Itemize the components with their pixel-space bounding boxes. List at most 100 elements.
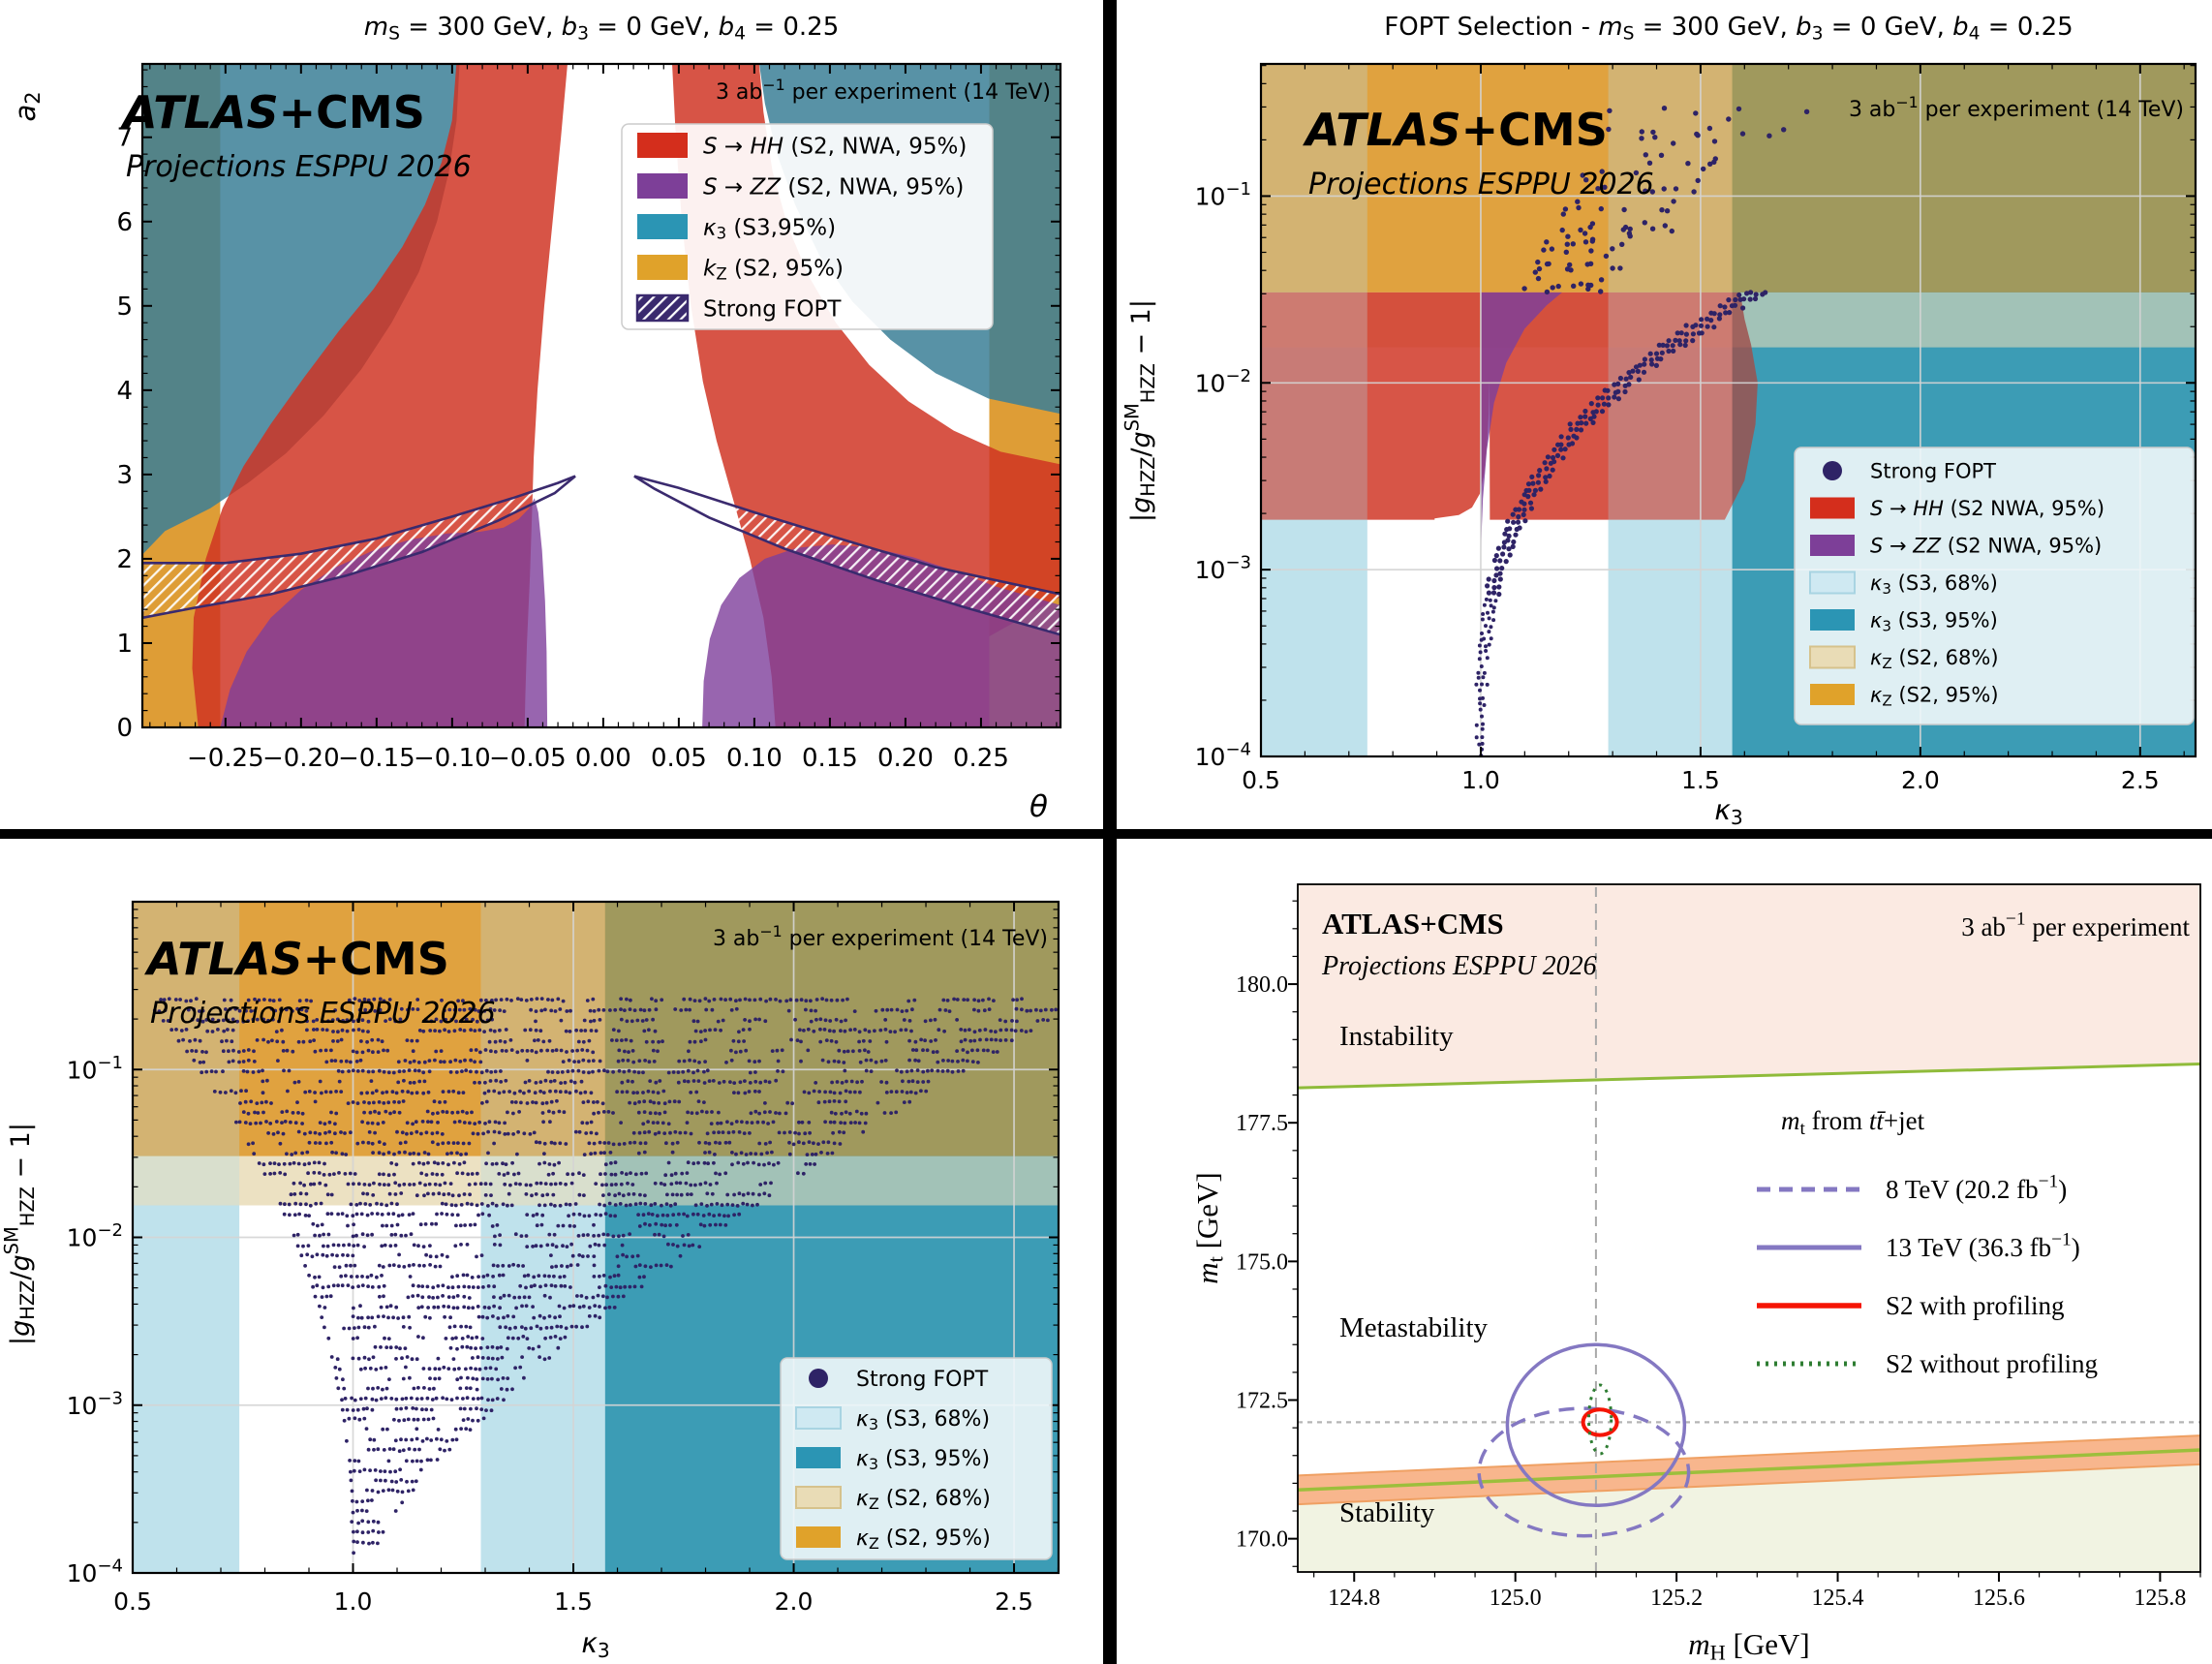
x-axis-label: κ3 (1714, 794, 1742, 829)
x-tick-label: −0.10 (414, 744, 491, 773)
y-axis-label: a2 (9, 91, 45, 121)
x-tick-label: 0.05 (651, 744, 707, 773)
lumi-label: 3 ab−1 per experiment (14 TeV) (716, 76, 1051, 105)
x-tick-label: 2.5 (995, 1587, 1033, 1616)
x-axis-label: θ (1029, 789, 1048, 824)
line-stability-boundary (1298, 1448, 2200, 1493)
region-shh (1261, 292, 1758, 520)
y-tick-label: 10−2 (1195, 366, 1251, 398)
region-kz-95 (133, 902, 1059, 1156)
chart-bottom-left: 0.5 1.0 1.5 2.0 2.5 10−1 10−2 10−3 10−4 ATLAS+CMS… (1, 900, 1060, 1662)
x-tick-label: 0.20 (877, 744, 934, 773)
legend-swatch (1810, 609, 1855, 631)
legend-swatch (795, 1486, 842, 1509)
x-tick-label: −0.15 (338, 744, 415, 773)
x-tick-label: 125.6 (1973, 1586, 2025, 1611)
projections-label: Projections ESPPU 2026 (1308, 168, 1654, 201)
line-instability-boundary (1298, 1063, 2200, 1090)
y-tick-label: 4 (116, 377, 133, 406)
x-tick-label: 125.2 (1650, 1586, 1703, 1611)
x-tick-label: −0.05 (489, 744, 567, 773)
x-tick-label: 0.10 (726, 744, 783, 773)
x-tick-label: 2.0 (775, 1587, 814, 1616)
x-tick-label: 124.8 (1328, 1586, 1380, 1611)
y-tick-label: 10−3 (67, 1388, 123, 1420)
legend-label: Strong FOPT (1870, 460, 1996, 483)
lumi-label: 3 ab−1 per experiment (1961, 909, 2190, 941)
legend-label: κZ (S2, 95%) (856, 1526, 991, 1553)
instability-label: Instability (1339, 1021, 1454, 1052)
contour-s2-profiling (1581, 1407, 1619, 1437)
x-tick-label: −0.25 (187, 744, 264, 773)
legend-swatch (637, 173, 688, 199)
legend-header: mt from tt̄+jet (1781, 1106, 1925, 1139)
legend-dot (1823, 461, 1842, 480)
x-axis-label: κ3 (581, 1627, 609, 1662)
contour-8tev (1477, 1406, 1691, 1538)
legend-swatch (796, 1526, 841, 1548)
y-tick-label: 175.0 (1236, 1249, 1288, 1275)
plot-title: FOPT Selection - mS = 300 GeV, b3 = 0 Ge… (1384, 13, 2073, 45)
legend-swatch (1809, 570, 1856, 595)
legend-dot (809, 1369, 828, 1388)
x-tick-label: 0.15 (802, 744, 858, 773)
y-axis-label: |gHZZ/gSMHZZ − 1| (1121, 299, 1159, 522)
legend-label: κ3 (S3, 95%) (1870, 609, 1998, 635)
plot-frame (1259, 62, 2197, 758)
atlas-cms-label: ATLAS+CMS (1303, 104, 1608, 156)
y-tick-label: 10−4 (1195, 740, 1251, 772)
axis-ticks (142, 64, 1060, 728)
chart-top-left: −0.25−0.20−0.15−0.10−0.05 0.00 0.05 0.10 0.1… (9, 13, 1062, 824)
plot-area (133, 902, 1059, 1573)
y-axis-label: |gHZZ/gSMHZZ − 1| (1, 1123, 39, 1345)
atlas-cms-label: ATLAS+CMS (120, 86, 425, 139)
legend-label: κ3 (S3, 95%) (856, 1447, 990, 1473)
panel-bottom-left: 0.5 1.0 1.5 2.0 2.5 10−1 10−2 10−3 10−4 ATLAS+CMS… (0, 839, 1103, 1664)
region-white-funnel (1434, 379, 1490, 588)
legend-label: κZ (S2, 68%) (856, 1487, 991, 1513)
region-kz-95 (1261, 64, 2196, 293)
legend-label: S → HH (S2, NWA, 95%) (703, 134, 967, 159)
legend-s2-noprof: S2 without profiling (1886, 1349, 2098, 1378)
legend-label: κ3 (S3,95%) (703, 215, 836, 242)
x-tick-label: 0.5 (113, 1587, 152, 1616)
y-tick-label: 3 (116, 461, 133, 490)
contour-13tev (1505, 1342, 1687, 1508)
y-tick-label: 10−1 (67, 1053, 123, 1085)
legend-13tev: 13 TeV (36.3 fb−1) (1886, 1230, 2080, 1262)
x-tick-label: 2.5 (2121, 766, 2160, 794)
legend: Strong FOPT κ3 (S3, 68%) κ3 (S3, 95%) κZ (S… (780, 1357, 1053, 1560)
x-axis-label: mH [GeV] (1688, 1627, 1809, 1664)
projections-label: Projections ESPPU 2026 (150, 997, 496, 1031)
lumi-label: 3 ab−1 per experiment (14 TeV) (713, 922, 1048, 951)
legend-label: κZ (S2, 95%) (1870, 684, 1999, 710)
y-tick-label: 0 (116, 714, 133, 743)
line-band-upper-edge (1298, 1434, 2200, 1477)
atlas-cms-label: ATLAS+CMS (1322, 907, 1504, 940)
plot-area (1298, 884, 2200, 1572)
legend-label: Strong FOPT (856, 1368, 989, 1392)
legend-label: κ3 (S3, 68%) (856, 1407, 990, 1433)
y-tick-label: 170.0 (1236, 1527, 1288, 1553)
plot-frame (140, 62, 1062, 729)
x-tick-label: 125.0 (1490, 1586, 1542, 1611)
region-strong-fopt-band (142, 475, 576, 620)
legend-8tev: 8 TeV (20.2 fb−1) (1886, 1172, 2067, 1204)
y-tick-label: 10−4 (67, 1556, 123, 1588)
legend-s2-prof: S2 with profiling (1886, 1291, 2065, 1320)
legend-label: S → ZZ (S2, NWA, 95%) (703, 174, 964, 200)
y-tick-label: 10−1 (1195, 179, 1251, 211)
panel-bottom-right: 124.8 125.0 125.2 125.4 125.6 125.8 170.0 172.5… (1117, 839, 2212, 1664)
legend: Strong FOPT S → HH (S2 NWA, 95%) S → ZZ (S… (1794, 447, 2195, 725)
legend-swatch (1810, 535, 1855, 556)
y-tick-label: 1 (116, 630, 133, 659)
contour-s2-no-profiling (1587, 1383, 1613, 1456)
y-tick-label: 10−3 (1195, 553, 1251, 585)
y-tick-label: 7 (116, 124, 133, 153)
metastability-label: Metastability (1339, 1312, 1489, 1343)
region-instability-region (1298, 884, 2200, 1089)
panel-top-right: 0.5 1.0 1.5 2.0 2.5 10−1 10−2 10−3 10−4 FOPT Sele… (1117, 0, 2212, 829)
y-axis-label: mt [GeV] (1190, 1172, 1228, 1284)
y-tick-label: 10−2 (67, 1220, 123, 1252)
x-tick-label: 1.0 (334, 1587, 373, 1616)
